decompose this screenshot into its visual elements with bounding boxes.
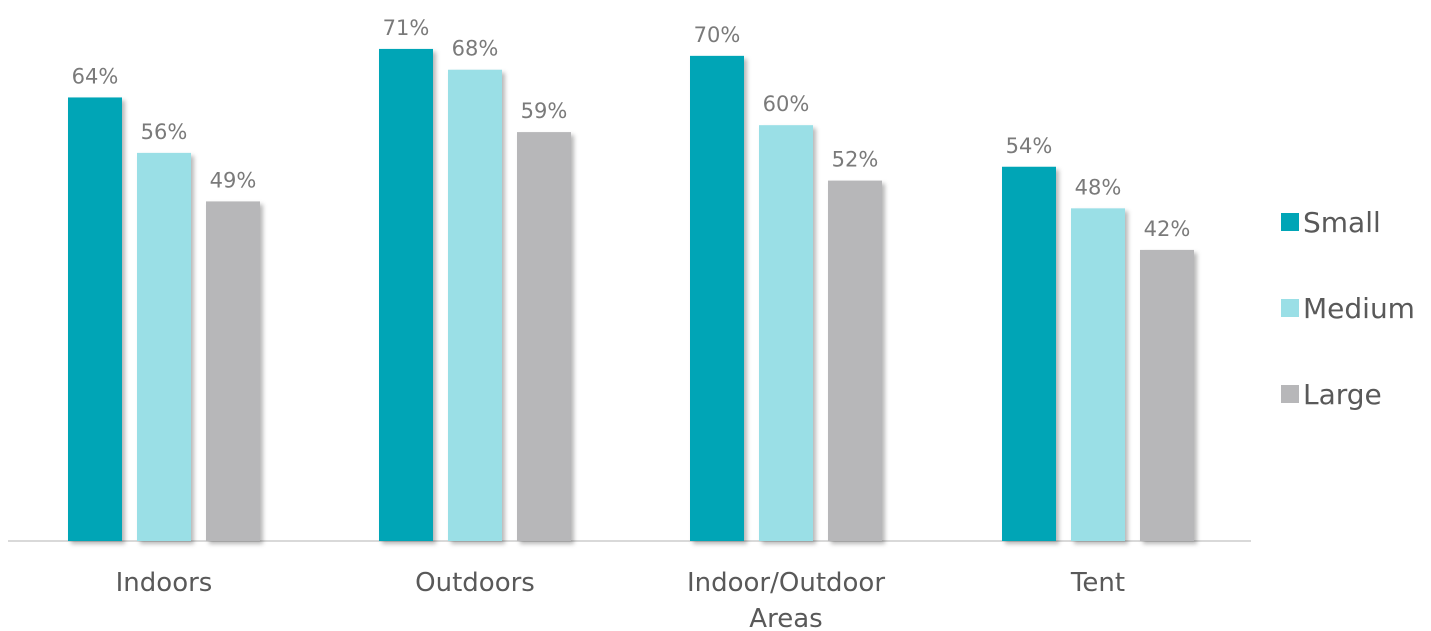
data-label-outdoors-small: 71% [383,16,430,40]
bar-outdoors-small [379,48,433,542]
bar-indoors-large [206,201,260,541]
data-label-tent-large: 42% [1144,217,1191,241]
category-label-indoor-outdoor-areas-line-1: Indoor/Outdoor [687,568,885,598]
bar-outdoors-medium [448,69,502,541]
category-label-outdoors: Outdoors [415,568,535,598]
data-label-tent-small: 54% [1006,134,1053,158]
bar-tent-small [1002,166,1056,541]
bar-indoor-outdoor-areas-medium [759,125,813,542]
data-label-indoor-outdoor-areas-medium: 60% [763,92,810,116]
legend-swatch-medium [1281,299,1299,317]
data-labels-layer: 64% 56% 49% 71% 68% 59% 70% 60% 52% 54% 48% 42% [72,16,1191,241]
legend: Small Medium Large [1281,206,1415,411]
data-label-indoor-outdoor-areas-small: 70% [694,23,741,47]
bar-indoor-outdoor-areas-small [690,55,744,541]
data-label-outdoors-medium: 68% [452,37,499,61]
bar-tent-medium [1071,208,1125,542]
legend-item-medium: Medium [1281,292,1415,325]
legend-label-large: Large [1303,378,1382,411]
legend-item-small: Small [1281,206,1381,239]
data-label-indoors-medium: 56% [141,120,188,144]
category-label-tent: Tent [1070,568,1125,598]
legend-label-small: Small [1303,206,1381,239]
legend-label-medium: Medium [1303,292,1415,325]
category-label-indoor-outdoor-areas-line-2: Areas [749,604,822,631]
legend-item-large: Large [1281,378,1382,411]
data-label-indoors-small: 64% [72,64,119,88]
data-label-indoors-large: 49% [210,168,257,192]
data-label-tent-medium: 48% [1075,175,1122,199]
bar-indoor-outdoor-areas-large [828,180,882,541]
data-label-indoor-outdoor-areas-large: 52% [832,148,879,172]
category-label-indoors: Indoors [116,568,213,598]
bar-tent-large [1140,249,1194,541]
category-labels-layer: Indoors Outdoors Indoor/Outdoor Areas Tent [116,568,1125,631]
legend-swatch-small [1281,213,1299,231]
bars-layer [68,48,1194,542]
legend-swatch-large [1281,385,1299,403]
bar-indoors-small [68,97,122,541]
bar-indoors-medium [137,152,191,541]
bar-outdoors-large [517,132,571,541]
data-label-outdoors-large: 59% [521,99,568,123]
